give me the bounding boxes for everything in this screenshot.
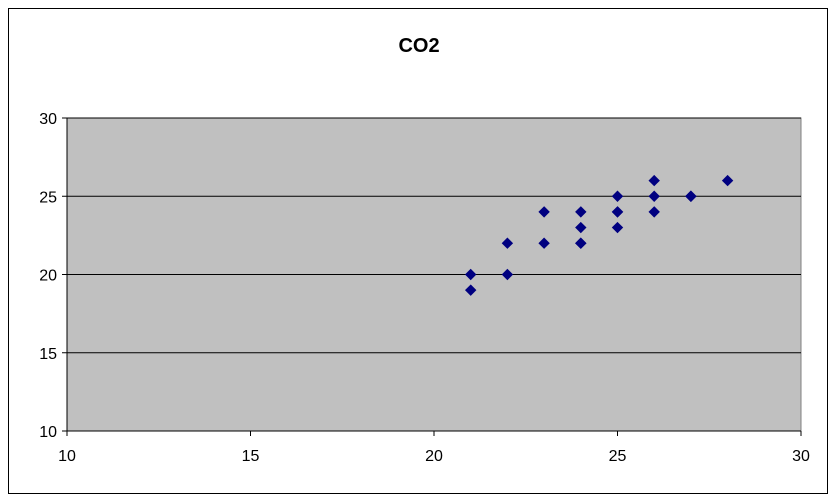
data-point bbox=[464, 284, 477, 296]
data-point bbox=[648, 174, 660, 187]
x-tick-label: 30 bbox=[792, 448, 810, 465]
data-point bbox=[611, 221, 624, 234]
data-point bbox=[685, 190, 697, 202]
data-point bbox=[648, 190, 660, 202]
chart-title: CO2 bbox=[398, 35, 439, 57]
x-tick-label: 10 bbox=[58, 448, 76, 465]
data-point bbox=[648, 206, 660, 218]
data-point bbox=[464, 268, 477, 281]
data-point bbox=[575, 206, 587, 218]
y-tick-label: 10 bbox=[39, 424, 57, 441]
data-point bbox=[611, 190, 624, 202]
data-point bbox=[575, 221, 587, 234]
data-point bbox=[575, 237, 587, 249]
x-tick-label: 15 bbox=[242, 448, 260, 465]
data-point bbox=[538, 206, 550, 218]
x-tick-label: 25 bbox=[609, 448, 627, 465]
tick-layer: 10 15 20 25 30 10 15 20 25 30 bbox=[39, 111, 810, 465]
x-tick-label: 20 bbox=[425, 448, 443, 465]
data-point bbox=[721, 174, 734, 187]
y-tick-label: 25 bbox=[39, 189, 57, 206]
data-point bbox=[611, 206, 624, 218]
data-point bbox=[501, 268, 514, 281]
data-point bbox=[538, 237, 550, 249]
y-tick-label: 20 bbox=[39, 268, 57, 285]
marks-layer bbox=[464, 174, 734, 296]
y-tick-label: 30 bbox=[39, 111, 57, 128]
plot-layer bbox=[66, 117, 802, 432]
data-point bbox=[501, 237, 514, 249]
y-tick-label: 15 bbox=[39, 346, 57, 363]
